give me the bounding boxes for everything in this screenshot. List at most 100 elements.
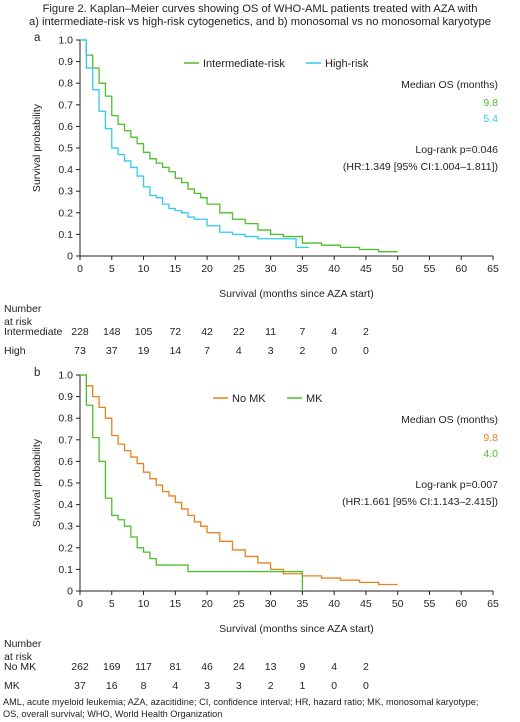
chart-a-logrank: Log-rank p=0.046 [415, 144, 498, 156]
chart-b-x-tick-label: 55 [424, 598, 436, 610]
risk-table-a-heading-line-1: Number [4, 303, 41, 316]
risk-table-b-cell: 46 [193, 661, 221, 673]
chart-b-y-tick-label: 0.3 [58, 521, 73, 533]
chart-a-x-tick-label: 5 [109, 263, 115, 275]
chart-b-x-tick-label: 60 [455, 598, 467, 610]
chart-b-y-tick-label: 0.2 [58, 542, 73, 554]
risk-table-b-cell: 9 [288, 661, 316, 673]
chart-a-x-tick-label: 65 [487, 263, 499, 275]
chart-b-y-tick-label: 0.8 [58, 413, 73, 425]
chart-a-median-value-2: 5.4 [483, 113, 498, 125]
chart-b-legend-label-1: No MK [232, 393, 266, 405]
chart-a-y-tick-label: 0.5 [58, 143, 73, 155]
chart-b-series-2-line [80, 375, 302, 591]
risk-table-b-cell: 1 [288, 680, 316, 692]
chart-b-x-tick-label: 20 [201, 598, 213, 610]
chart-b-y-axis-label: Survival probability [31, 438, 43, 527]
risk-table-b-cell: 8 [130, 680, 158, 692]
chart-b-x-tick-label: 30 [265, 598, 277, 610]
chart-b-x-tick-label: 40 [328, 598, 340, 610]
chart-a-x-axis-label: Survival (months since AZA start) [219, 288, 374, 300]
chart-a-series-1-line [80, 40, 398, 252]
chart-b-y-tick-label: 0.4 [58, 499, 73, 511]
risk-table-b-row-label-1: No MK [4, 661, 36, 673]
km-chart-b: 0 0.1 0.2 0.3 0.4 0.5 0.6 0.7 0.8 0.9 1.0 0 5 10 15 20 2… [0, 335, 520, 635]
chart-b-series-1-line [80, 375, 398, 585]
risk-table-b-row-label-2: MK [4, 680, 20, 692]
chart-b-x-tick-label: 35 [297, 598, 309, 610]
chart-a-y-tick-label: 0.8 [58, 78, 73, 90]
chart-a-x-tick-label: 0 [77, 263, 83, 275]
chart-b-x-tick-label: 45 [360, 598, 372, 610]
chart-a-y-tick-label: 0.3 [58, 186, 73, 198]
chart-b-y-tick-label: 0 [67, 586, 73, 598]
chart-b-y-tick-label: 0.6 [58, 456, 73, 468]
chart-b-y-tick-label: 0.9 [58, 391, 73, 403]
risk-table-b-cell: 16 [98, 680, 126, 692]
chart-b-y-tick-label: 1.0 [58, 370, 73, 382]
risk-table-b-cell: 24 [225, 661, 253, 673]
chart-b-x-tick-label: 65 [487, 598, 499, 610]
chart-b-x-tick-label: 0 [77, 598, 83, 610]
chart-a-x-tick-label: 35 [297, 263, 309, 275]
risk-table-b-cell: 117 [130, 661, 158, 673]
chart-a-y-tick-label: 0.9 [58, 56, 73, 68]
chart-a-y-tick-label: 0.7 [58, 99, 73, 111]
chart-a-x-tick-label: 10 [138, 263, 150, 275]
chart-a-y-tick-label: 0.4 [58, 164, 73, 176]
chart-a-x-tick-label: 60 [455, 263, 467, 275]
chart-a-y-tick-label: 0.1 [58, 229, 73, 241]
chart-b-median-value-2: 4.0 [483, 448, 498, 460]
chart-b-x-tick-label: 10 [138, 598, 150, 610]
risk-table-b-cell: 4 [161, 680, 189, 692]
risk-table-b-cell: 2 [257, 680, 285, 692]
chart-a-y-tick-label: 1.0 [58, 35, 73, 47]
risk-table-b-cell: 0 [352, 680, 380, 692]
chart-a-y-tick-label: 0.6 [58, 121, 73, 133]
footnote-line-1: AML, acute myeloid leukemia; AZA, azacit… [3, 697, 518, 709]
chart-b-legend-label-2: MK [306, 393, 323, 405]
chart-b-x-tick-label: 50 [392, 598, 404, 610]
chart-a-series-2-line [80, 40, 309, 247]
footnote-line-2: OS, overall survival; WHO, World Health … [3, 709, 518, 721]
footnote: AML, acute myeloid leukemia; AZA, azacit… [3, 697, 518, 720]
chart-a-median-value-1: 9.8 [483, 97, 498, 109]
risk-table-b-cell: 3 [193, 680, 221, 692]
chart-a-x-tick-label: 45 [360, 263, 372, 275]
chart-b-median-value-1: 9.8 [483, 432, 498, 444]
chart-a-median-title: Median OS (months) [401, 79, 498, 91]
risk-table-b-heading-line-1: Number [4, 638, 41, 651]
chart-b-hazard-ratio: (HR:1.661 [95% CI:1.143–2.415]) [342, 496, 498, 508]
risk-table-b-cell: 0 [320, 680, 348, 692]
chart-b-x-axis-label: Survival (months since AZA start) [219, 623, 374, 635]
chart-a-x-tick-label: 55 [424, 263, 436, 275]
risk-table-b-cell: 3 [225, 680, 253, 692]
chart-a-legend-label-2: High-risk [325, 58, 369, 70]
chart-a-y-tick-label: 0 [67, 251, 73, 263]
risk-table-b-cell: 2 [352, 661, 380, 673]
chart-a-x-tick-label: 15 [169, 263, 181, 275]
chart-a-x-tick-label: 25 [233, 263, 245, 275]
chart-a-x-tick-label: 50 [392, 263, 404, 275]
chart-b-x-tick-label: 15 [169, 598, 181, 610]
chart-a-x-tick-label: 40 [328, 263, 340, 275]
risk-table-b-cell: 81 [161, 661, 189, 673]
risk-table-b-cell: 37 [66, 680, 94, 692]
chart-a-hazard-ratio: (HR:1.349 [95% CI:1.004–1.811]) [343, 161, 498, 173]
risk-table-b-cell: 262 [66, 661, 94, 673]
risk-table-b-cell: 4 [320, 661, 348, 673]
chart-b-y-tick-label: 0.1 [58, 564, 73, 576]
chart-a-y-tick-label: 0.2 [58, 207, 73, 219]
risk-table-b-cell: 13 [257, 661, 285, 673]
km-chart-a: 0 0.1 0.2 0.3 0.4 0.5 0.6 0.7 0.8 0.9 1.0 0 5 10 15 20 2… [0, 0, 520, 300]
chart-b-median-title: Median OS (months) [401, 414, 498, 426]
risk-table-b-cell: 169 [98, 661, 126, 673]
chart-a-y-axis-label: Survival probability [31, 103, 43, 192]
chart-b-y-tick-label: 0.7 [58, 434, 73, 446]
chart-b-x-tick-label: 25 [233, 598, 245, 610]
chart-b-y-tick-label: 0.5 [58, 478, 73, 490]
chart-b-logrank: Log-rank p=0.007 [415, 479, 498, 491]
chart-a-x-tick-label: 30 [265, 263, 277, 275]
chart-a-legend-label-1: Intermediate-risk [203, 58, 285, 70]
chart-a-x-tick-label: 20 [201, 263, 213, 275]
